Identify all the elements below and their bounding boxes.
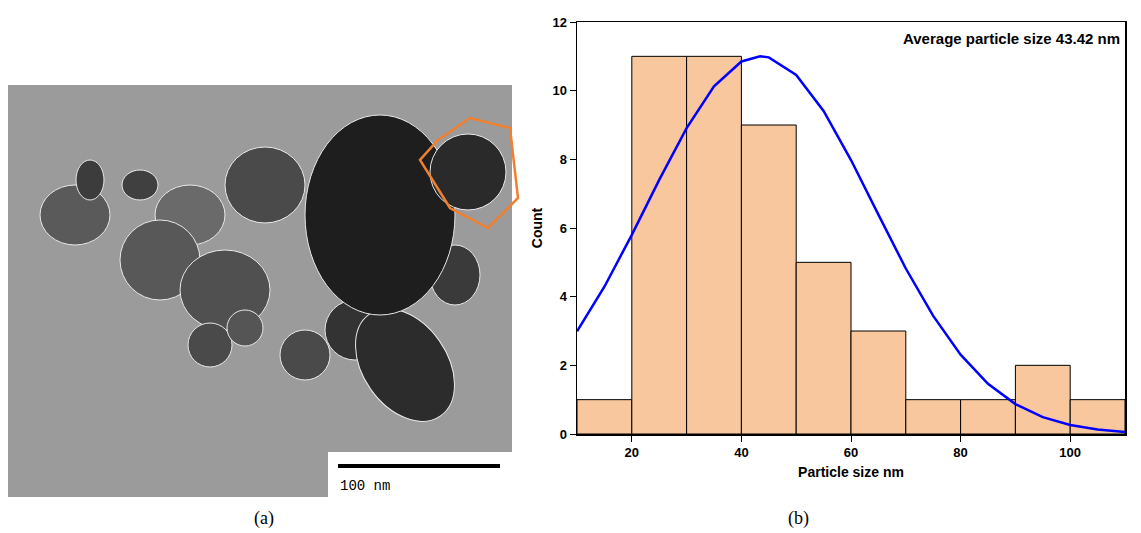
- svg-text:Particle size nm: Particle size nm: [798, 464, 904, 480]
- svg-text:(b): (b): [788, 508, 809, 529]
- svg-text:80: 80: [953, 445, 967, 460]
- svg-text:4: 4: [560, 289, 568, 304]
- svg-text:100 nm: 100 nm: [340, 478, 390, 494]
- svg-text:6: 6: [560, 221, 567, 236]
- svg-text:20: 20: [625, 445, 639, 460]
- svg-text:100: 100: [1059, 445, 1081, 460]
- svg-text:12: 12: [552, 15, 566, 30]
- svg-text:Average particle size 43.42 nm: Average particle size 43.42 nm: [903, 30, 1120, 47]
- svg-text:(a): (a): [254, 508, 274, 529]
- svg-text:0: 0: [560, 427, 567, 442]
- svg-text:10: 10: [552, 83, 566, 98]
- svg-text:8: 8: [560, 152, 567, 167]
- svg-text:2: 2: [560, 358, 567, 373]
- svg-text:60: 60: [844, 445, 858, 460]
- svg-text:40: 40: [734, 445, 748, 460]
- svg-text:Count: Count: [529, 207, 545, 248]
